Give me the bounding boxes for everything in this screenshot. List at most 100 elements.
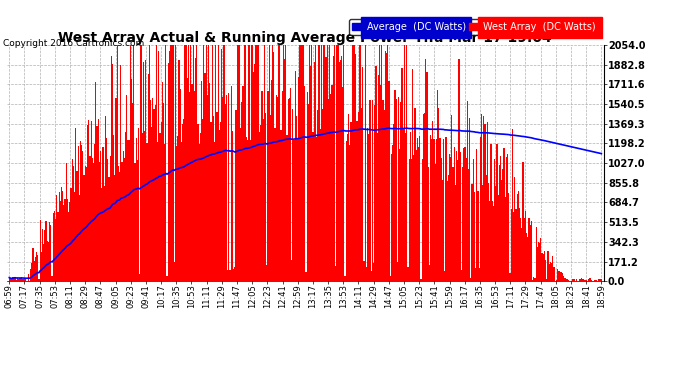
Bar bbox=[532, 280, 533, 281]
Bar bbox=[387, 45, 388, 281]
Bar bbox=[150, 99, 151, 281]
Bar bbox=[372, 100, 373, 281]
Bar bbox=[297, 138, 298, 281]
Bar bbox=[272, 45, 273, 281]
Bar bbox=[379, 45, 380, 281]
Bar bbox=[336, 45, 337, 281]
Bar bbox=[29, 280, 30, 281]
Bar bbox=[92, 158, 93, 281]
Bar bbox=[328, 99, 329, 281]
Bar bbox=[135, 163, 136, 281]
Bar bbox=[117, 45, 118, 281]
Bar bbox=[176, 146, 177, 281]
Bar bbox=[460, 152, 461, 281]
Bar bbox=[407, 267, 408, 281]
Bar bbox=[306, 92, 308, 281]
Bar bbox=[482, 184, 483, 281]
Bar bbox=[531, 221, 532, 281]
Bar bbox=[34, 256, 36, 281]
Bar bbox=[148, 74, 149, 281]
Bar bbox=[247, 140, 248, 281]
Bar bbox=[466, 101, 468, 281]
Bar bbox=[115, 98, 117, 281]
Bar bbox=[246, 137, 247, 281]
Bar bbox=[302, 45, 303, 281]
Bar bbox=[257, 45, 258, 281]
Bar bbox=[149, 45, 150, 281]
Bar bbox=[232, 131, 233, 281]
Bar bbox=[539, 243, 540, 281]
Bar bbox=[513, 212, 514, 281]
Bar bbox=[108, 177, 110, 281]
Bar bbox=[386, 53, 387, 281]
Bar bbox=[436, 140, 437, 281]
Bar bbox=[156, 45, 157, 281]
Bar bbox=[360, 45, 361, 281]
Bar bbox=[237, 45, 239, 281]
Bar bbox=[241, 102, 242, 281]
Bar bbox=[235, 110, 237, 281]
Bar bbox=[530, 225, 531, 281]
Bar bbox=[600, 279, 601, 281]
Bar bbox=[341, 56, 342, 281]
Bar bbox=[475, 268, 476, 281]
Bar bbox=[373, 263, 374, 281]
Bar bbox=[44, 230, 46, 281]
Bar bbox=[477, 190, 479, 281]
Bar bbox=[155, 105, 156, 281]
Bar bbox=[169, 51, 170, 281]
Bar bbox=[441, 158, 442, 281]
Bar bbox=[262, 91, 263, 281]
Bar bbox=[69, 202, 70, 281]
Bar bbox=[191, 84, 193, 281]
Bar bbox=[476, 149, 477, 281]
Bar bbox=[558, 271, 560, 281]
Bar bbox=[286, 135, 288, 281]
Bar bbox=[270, 116, 271, 281]
Bar bbox=[366, 267, 367, 281]
Bar bbox=[158, 51, 159, 281]
Bar bbox=[282, 91, 283, 281]
Bar bbox=[507, 154, 509, 281]
Bar bbox=[551, 263, 552, 281]
Bar bbox=[266, 265, 267, 281]
Bar bbox=[222, 97, 224, 281]
Bar bbox=[601, 279, 602, 281]
Bar bbox=[30, 269, 31, 281]
Bar bbox=[17, 278, 18, 281]
Bar bbox=[209, 82, 210, 281]
Bar bbox=[359, 45, 360, 281]
Bar bbox=[77, 146, 79, 281]
Bar bbox=[242, 86, 244, 281]
Bar bbox=[102, 147, 103, 281]
Bar bbox=[348, 114, 349, 281]
Bar bbox=[418, 147, 420, 281]
Bar bbox=[326, 45, 328, 281]
Bar bbox=[344, 276, 346, 281]
Bar bbox=[422, 159, 423, 281]
Bar bbox=[435, 164, 436, 281]
Bar bbox=[424, 113, 425, 281]
Bar bbox=[214, 142, 215, 281]
Bar bbox=[28, 274, 29, 281]
Bar bbox=[277, 97, 278, 281]
Bar bbox=[93, 164, 94, 281]
Bar bbox=[57, 212, 59, 281]
Bar bbox=[56, 195, 57, 281]
Bar bbox=[267, 91, 268, 281]
Bar bbox=[225, 104, 226, 281]
Bar bbox=[538, 242, 539, 281]
Bar bbox=[268, 45, 270, 281]
Bar bbox=[219, 130, 220, 281]
Bar bbox=[31, 263, 32, 281]
Bar bbox=[527, 237, 529, 281]
Bar bbox=[151, 127, 152, 281]
Bar bbox=[596, 280, 598, 281]
Bar bbox=[62, 192, 63, 281]
Bar bbox=[576, 279, 577, 281]
Bar bbox=[201, 81, 202, 281]
Bar bbox=[26, 280, 28, 281]
Bar bbox=[244, 45, 245, 281]
Bar bbox=[377, 75, 379, 281]
Bar bbox=[393, 124, 394, 281]
